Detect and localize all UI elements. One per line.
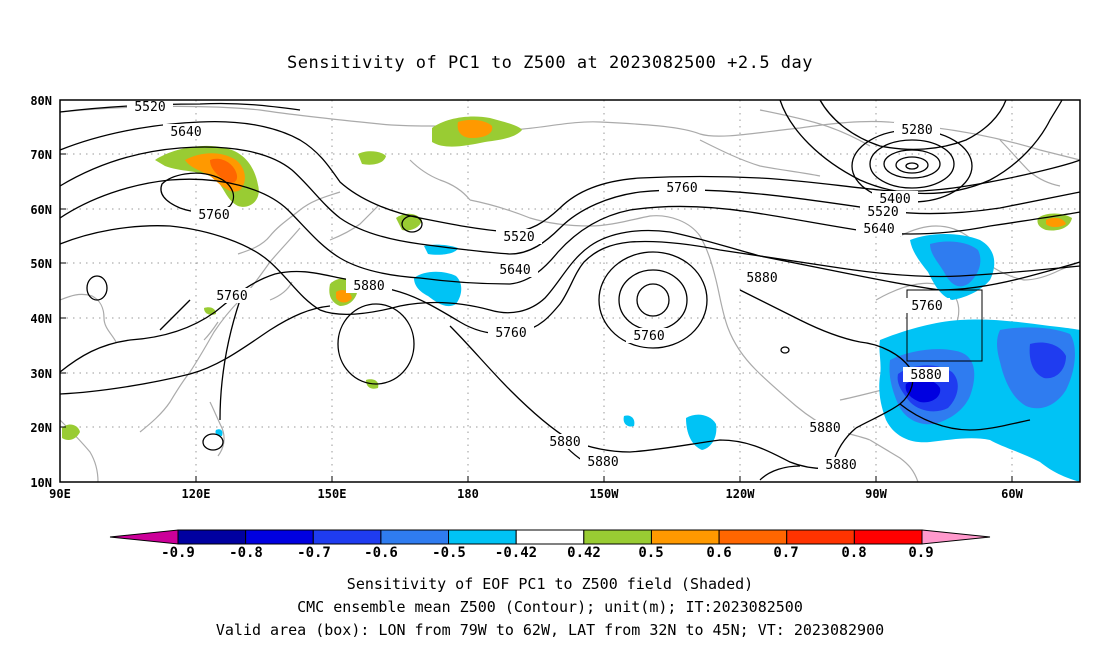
colorbar-swatch [245, 529, 314, 545]
map-panel: 5520 5640 5760 5760 5880 5520 5640 5760 … [59, 99, 1081, 483]
contour-label: 5760 [191, 207, 237, 223]
contour-label: 5400 [872, 191, 918, 207]
lat-label: 40N [30, 312, 52, 326]
contour-label: 5520 [127, 99, 173, 115]
contour-label: 5760 [659, 180, 705, 196]
lon-label: 180 [457, 487, 479, 501]
svg-text:5520: 5520 [503, 230, 534, 245]
contour-label: 5760 [488, 325, 534, 341]
svg-text:5760: 5760 [911, 299, 942, 314]
colorbar-label: 0.42 [567, 545, 601, 561]
svg-text:5880: 5880 [587, 455, 618, 470]
lat-label: 80N [30, 94, 52, 108]
lon-label: 120W [726, 487, 756, 501]
colorbar-label: 0.5 [638, 545, 663, 561]
svg-text:5880: 5880 [353, 279, 384, 294]
colorbar-label: 0.7 [773, 545, 798, 561]
caption-line: Valid area (box): LON from 79W to 62W, L… [216, 621, 884, 639]
lon-label: 90W [865, 487, 887, 501]
lon-label: 150W [590, 487, 620, 501]
caption: Sensitivity of EOF PC1 to Z500 field (Sh… [216, 575, 884, 639]
colorbar-swatch [380, 529, 450, 545]
svg-text:5760: 5760 [666, 181, 697, 196]
colorbar-swatch [853, 529, 923, 545]
svg-text:5880: 5880 [910, 368, 941, 383]
lat-label: 50N [30, 257, 52, 271]
colorbar-label: 0.6 [706, 545, 731, 561]
caption-line: CMC ensemble mean Z500 (Contour); unit(m… [297, 598, 803, 616]
lat-label: 20N [30, 421, 52, 435]
colorbar-swatch [718, 529, 788, 545]
colorbar-extend-high [921, 529, 991, 545]
lon-label: 150E [318, 487, 347, 501]
contour-label: 5880 [542, 434, 588, 450]
valid-area-box [906, 289, 983, 362]
colorbar-label: -0.6 [364, 545, 398, 561]
svg-text:5880: 5880 [746, 271, 777, 286]
lat-label: 60N [30, 203, 52, 217]
svg-text:5760: 5760 [495, 326, 526, 341]
svg-text:5880: 5880 [825, 458, 856, 473]
svg-text:5760: 5760 [633, 329, 664, 344]
contour-label: 5640 [492, 262, 538, 278]
lon-label: 90E [49, 487, 71, 501]
colorbar-swatch [312, 529, 382, 545]
lat-label: 70N [30, 148, 52, 162]
colorbar-swatch [515, 529, 585, 545]
negative-sensitivity-patches [215, 234, 1080, 482]
colorbar-swatch [177, 529, 247, 545]
caption-line: Sensitivity of EOF PC1 to Z500 field (Sh… [347, 575, 753, 593]
lon-label: 120E [182, 487, 211, 501]
contour-label: 5520 [860, 204, 906, 220]
colorbar-label: 0.9 [908, 545, 933, 561]
colorbar-swatch [650, 529, 720, 545]
contour-label: 5880 [818, 457, 864, 473]
svg-text:5880: 5880 [549, 435, 580, 450]
contour-label: 5880 [802, 420, 848, 436]
contour-label: 5880 [903, 367, 949, 383]
contour-label: 5760 [904, 298, 950, 314]
colorbar-label: -0.9 [161, 545, 195, 561]
colorbar-label: 0.8 [841, 545, 866, 561]
svg-text:5520: 5520 [134, 100, 165, 115]
colorbar-extend-low [109, 529, 179, 545]
contour-label-group: 5520 5640 5760 5760 5880 5520 5640 5760 … [127, 99, 950, 473]
contour-label: 5760 [209, 288, 255, 304]
colorbar-swatch [448, 529, 517, 545]
colorbar-label: -0.42 [495, 545, 537, 561]
svg-text:5400: 5400 [879, 192, 910, 207]
contour-label: 5760 [626, 328, 672, 344]
contour-label: 5880 [346, 278, 392, 294]
longitude-labels: 90E 120E 150E 180 150W 120W 90W 60W [49, 487, 1023, 501]
lat-label: 30N [30, 367, 52, 381]
colorbar-label: -0.7 [297, 545, 331, 561]
contour-label: 5880 [739, 270, 785, 286]
svg-text:5520: 5520 [867, 205, 898, 220]
svg-text:5760: 5760 [198, 208, 229, 223]
colorbar-label: -0.5 [432, 545, 466, 561]
contour-label: 5640 [163, 124, 209, 140]
contour-label: 5520 [496, 229, 542, 245]
figure-title: Sensitivity of PC1 to Z500 at 2023082500… [287, 53, 813, 73]
contour-label: 5280 [894, 122, 940, 138]
svg-text:5640: 5640 [170, 125, 201, 140]
lon-label: 60W [1001, 487, 1023, 501]
svg-text:5280: 5280 [901, 123, 932, 138]
colorbar-swatch [786, 529, 855, 545]
colorbar-label: -0.8 [229, 545, 263, 561]
svg-text:5760: 5760 [216, 289, 247, 304]
svg-text:5880: 5880 [809, 421, 840, 436]
contour-label: 5880 [580, 454, 626, 470]
contour-label: 5640 [856, 221, 902, 237]
colorbar: -0.9 -0.8 -0.7 -0.6 -0.5 -0.42 0.42 0.5 … [109, 529, 991, 561]
svg-text:5640: 5640 [863, 222, 894, 237]
lat-label: 10N [30, 476, 52, 490]
colorbar-swatch [583, 529, 652, 545]
svg-text:5640: 5640 [499, 263, 530, 278]
latitude-labels: 80N 70N 60N 50N 40N 30N 20N 10N [30, 94, 52, 490]
